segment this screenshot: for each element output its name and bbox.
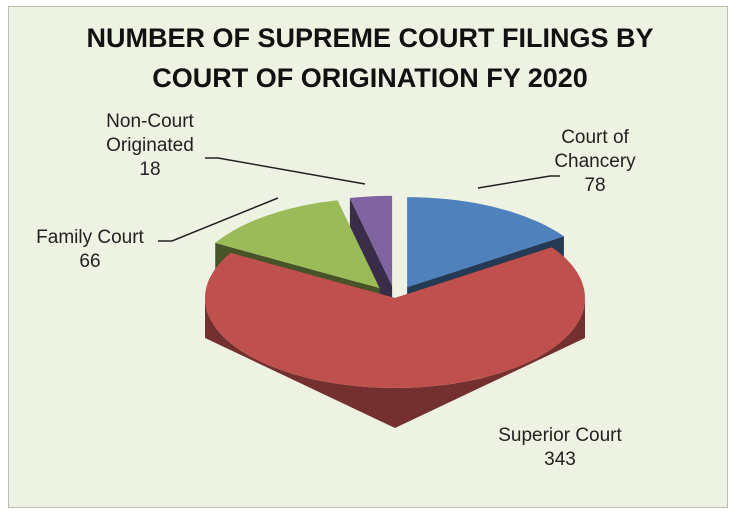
slice-wall xyxy=(205,298,585,428)
data-label: Superior Court 343 xyxy=(470,424,650,472)
slice-side xyxy=(349,198,393,326)
data-label: Court of Chancery 78 xyxy=(540,126,650,198)
chart-title: NUMBER OF SUPREME COURT FILINGS BY COURT… xyxy=(86,23,654,93)
data-label: Non-Court Originated 18 xyxy=(80,110,220,182)
slice xyxy=(215,200,380,289)
data-label: Family Court 66 xyxy=(20,226,160,274)
slice xyxy=(407,197,564,288)
leader-line xyxy=(477,175,560,189)
value-label: 343 xyxy=(544,449,576,470)
slice xyxy=(349,195,393,286)
value-label: 18 xyxy=(139,159,161,180)
leader-line xyxy=(205,157,366,185)
category-label: Family Court xyxy=(36,227,144,248)
category-label: Superior Court xyxy=(498,425,622,446)
value-label: 66 xyxy=(79,251,101,272)
category-label: Non-Court Originated xyxy=(106,111,194,156)
leader-lines xyxy=(158,157,560,242)
value-label: 78 xyxy=(584,175,606,196)
category-label: Court of Chancery xyxy=(554,127,636,172)
leader-line xyxy=(158,197,279,242)
slice xyxy=(205,247,585,388)
